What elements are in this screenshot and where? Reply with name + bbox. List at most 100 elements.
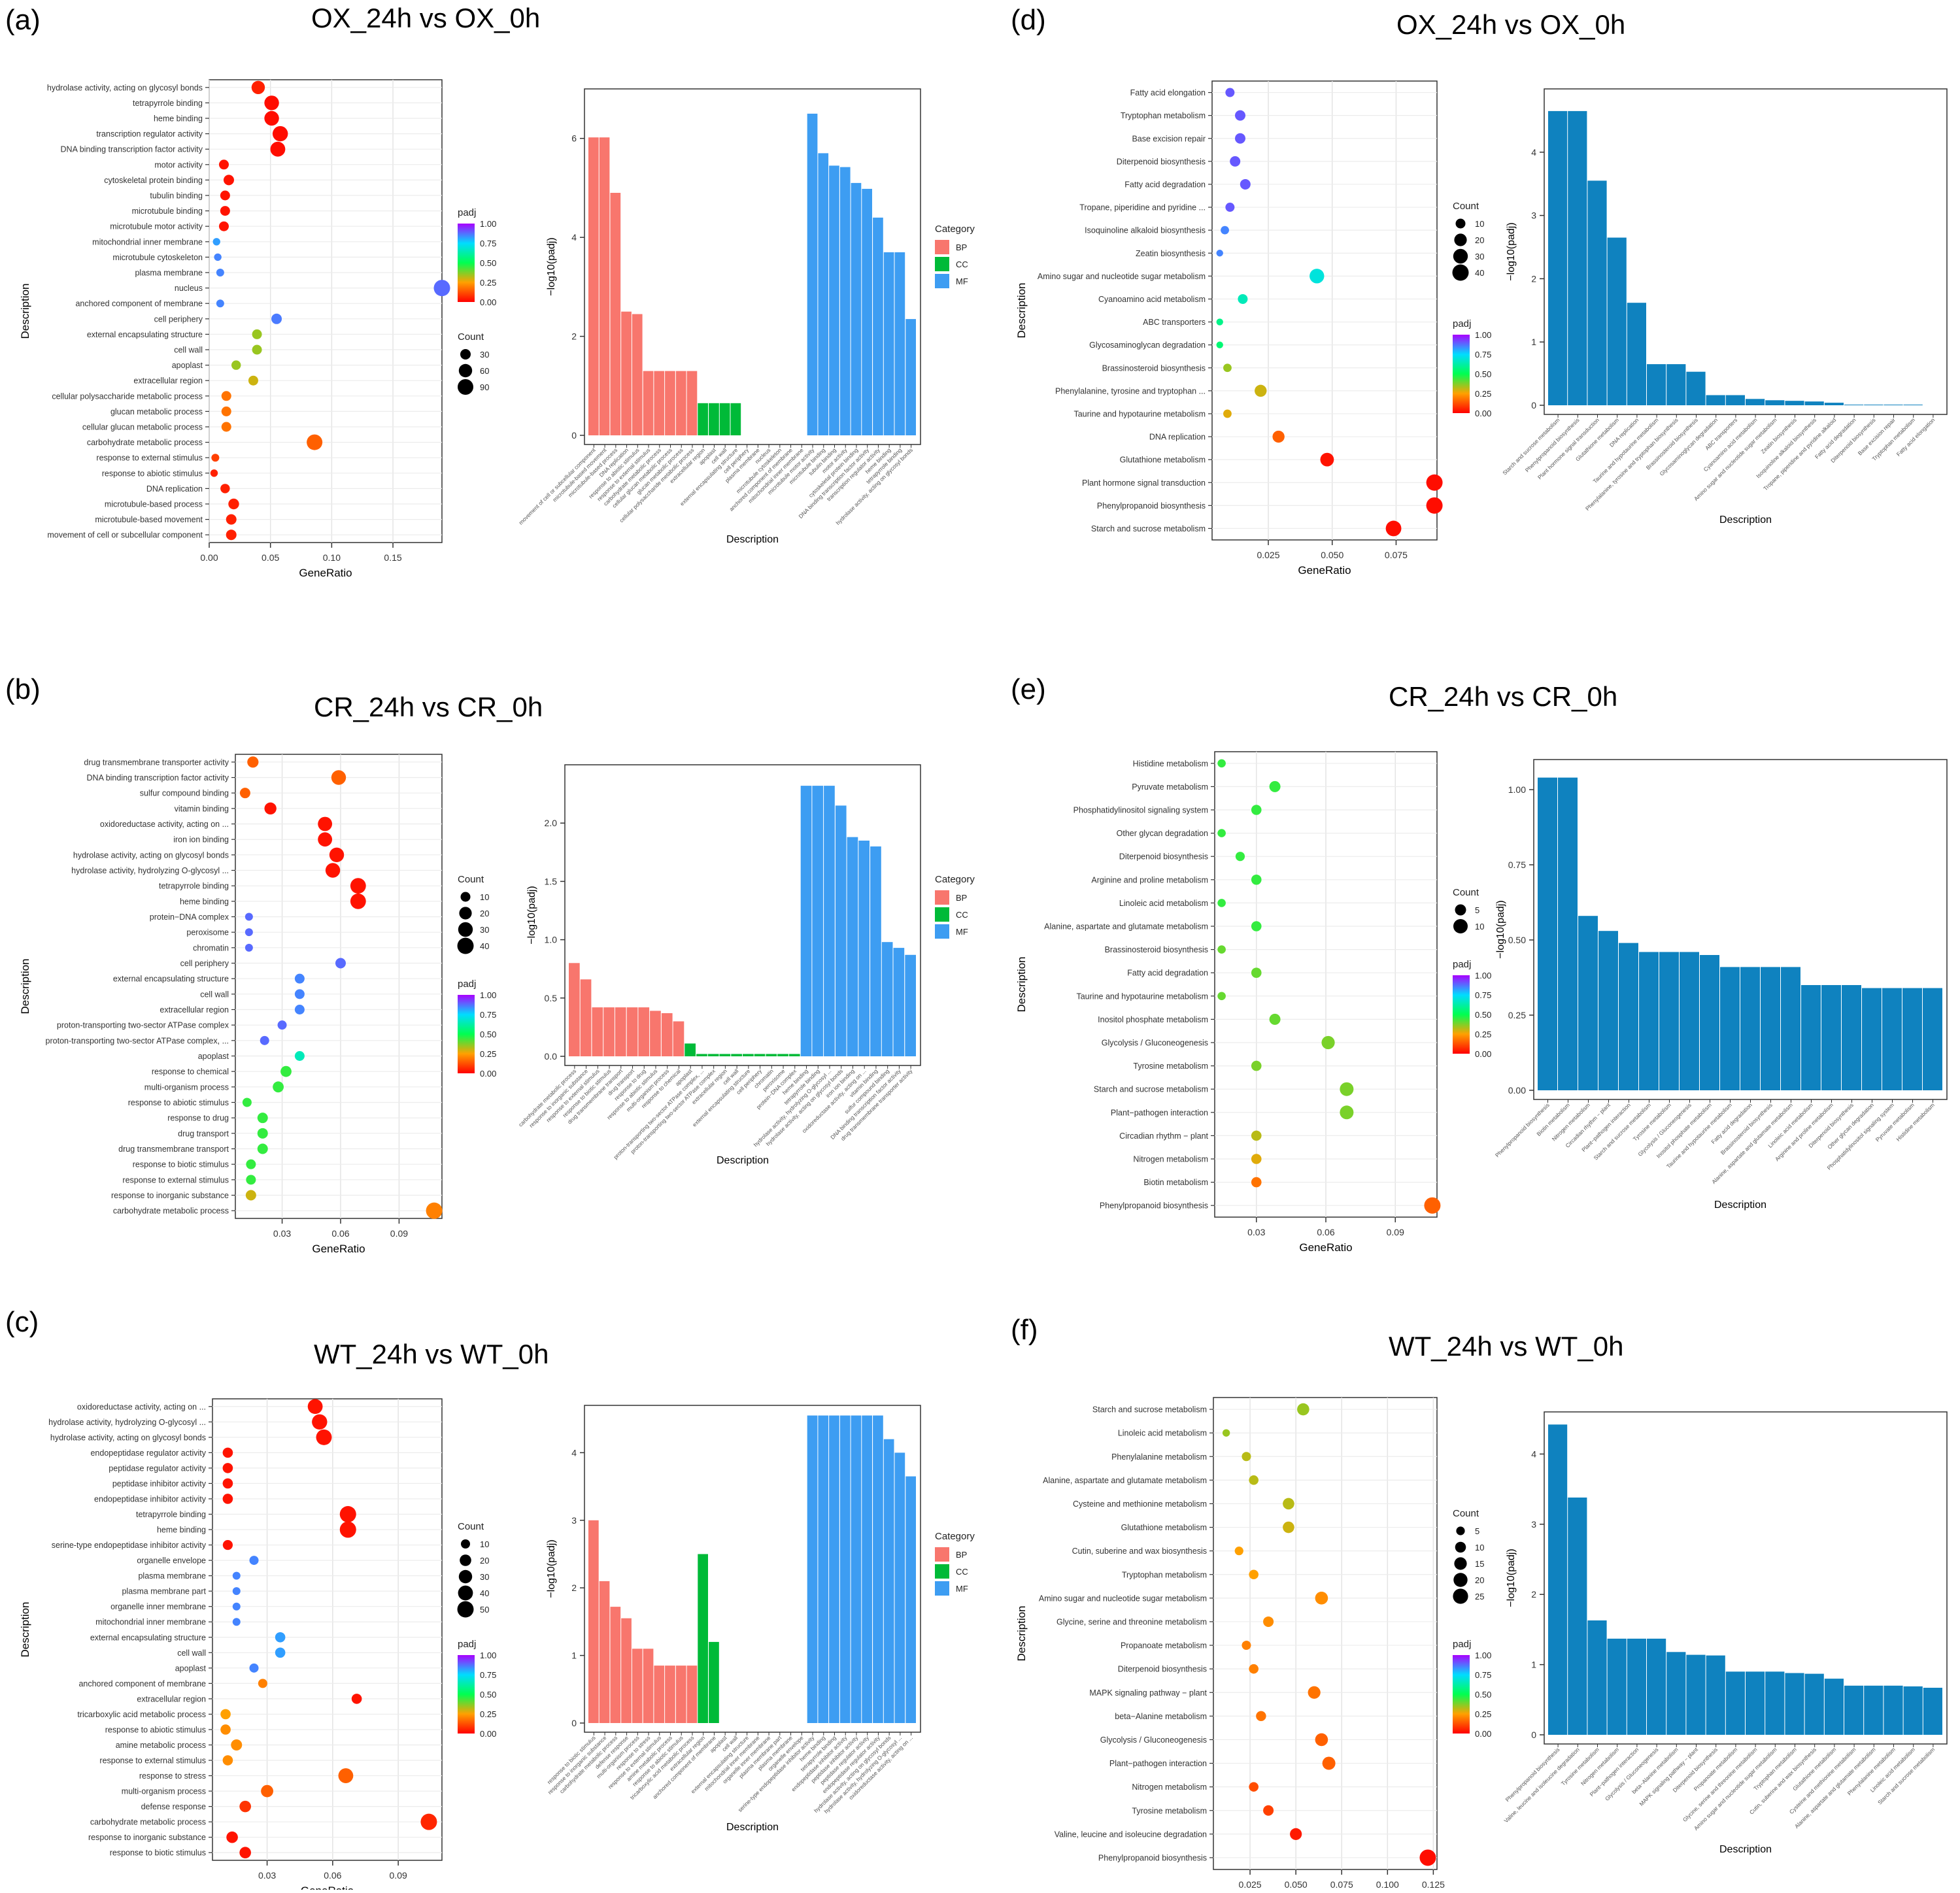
panel-title-e: CR_24h vs CR_0h: [1389, 681, 1618, 712]
e-dot-term-label: Nitrogen metabolism: [1133, 1155, 1208, 1164]
d-dot-point: [1223, 363, 1232, 373]
a-dot-padj-legend-title: padj: [458, 207, 476, 218]
f-dot-term-label: beta−Alanine metabolism: [1115, 1712, 1207, 1721]
f-dot-count-legend-dot: [1455, 1541, 1466, 1553]
d-dot-padj-legend-label: 0.00: [1475, 409, 1491, 418]
a-bar-bar-mark: [610, 193, 621, 435]
c-dot-point: [220, 1709, 231, 1720]
a-bar-bar-mark: [599, 137, 610, 435]
d-bar-bar-mark: [1647, 364, 1666, 405]
c-bar-category-legend-swatch: [935, 1547, 949, 1562]
c-bar-category-legend-label: CC: [956, 1567, 968, 1577]
a-dot-term-label: cell periphery: [154, 314, 203, 324]
b-bar-bar-mark: [719, 1054, 731, 1056]
b-bar-bar-mark: [603, 1007, 615, 1056]
e-dot-term-label: Arginine and proline metabolism: [1091, 875, 1208, 884]
b-bar-category-legend-title: Category: [935, 874, 975, 885]
a-bar-category-legend-swatch: [935, 240, 949, 254]
b-dot-term-label: drug transmembrane transport: [118, 1145, 229, 1154]
d-bar-bar-mark: [1627, 303, 1646, 405]
e-bar-bar-mark: [1801, 985, 1821, 1090]
b-bar-category-legend-label: MF: [956, 927, 968, 937]
a-dot-point: [221, 422, 231, 432]
c-dot-term-label: heme binding: [157, 1526, 206, 1535]
panel-title-a: OX_24h vs OX_0h: [311, 3, 541, 33]
c-bar-bar-mark: [851, 1415, 862, 1723]
d-dot-term-label: Fatty acid degradation: [1124, 180, 1206, 189]
panel-label-a: (a): [5, 4, 41, 36]
a-dot-point: [307, 434, 323, 450]
a-dot-count-legend-dot: [458, 363, 473, 378]
a-bar-bar-mark: [829, 165, 839, 435]
c-dot-point: [239, 1847, 251, 1859]
b-dot-point: [280, 1065, 292, 1077]
f-dot-term-label: Tryptophan metabolism: [1122, 1570, 1207, 1579]
f-dot-point: [1315, 1592, 1328, 1605]
a-dot-count-legend-dot: [458, 379, 473, 395]
a-dot-count-legend-label: 60: [480, 366, 489, 376]
b-dot-point: [294, 989, 305, 999]
d-bar-category-label: Fatty acid elongation: [1895, 416, 1936, 458]
f-dot-point: [1249, 1782, 1259, 1792]
f-dot-count-legend-dot: [1454, 1557, 1467, 1570]
c-bar-bar-mark: [709, 1641, 719, 1723]
a-dot-point: [264, 110, 279, 126]
d-dot-padj-legend-label: 0.25: [1475, 389, 1491, 399]
b-bar-category-legend-label: BP: [956, 893, 967, 903]
e-dot-term-label: Circadian rhythm − plant: [1119, 1131, 1208, 1141]
a-dot-ylabel: Description: [19, 283, 31, 339]
c-bar-bar-mark: [654, 1666, 665, 1723]
f-dot-term-label: Plant−pathogen interaction: [1109, 1759, 1207, 1768]
b-bar-bar-mark: [638, 1007, 650, 1056]
a-dot-padj-legend-label: 0.50: [480, 258, 496, 268]
c-bar-bar-mark: [665, 1666, 675, 1723]
b-dot-term-label: response to inorganic substance: [111, 1191, 229, 1200]
f-bar-bar-mark: [1824, 1679, 1844, 1735]
f-bar-bar-mark: [1725, 1671, 1745, 1735]
e-dot-term-label: Plant−pathogen interaction: [1111, 1108, 1208, 1117]
c-dot-padj-legend-label: 0.00: [480, 1729, 496, 1739]
c-dot-point: [239, 1800, 251, 1813]
d-dot-point: [1221, 226, 1229, 235]
e-dot-term-label: Fatty acid degradation: [1127, 969, 1208, 978]
d-dot-term-label: Brassinosteroid biosynthesis: [1102, 363, 1206, 373]
a-dot-point: [251, 80, 265, 94]
b-bar-bar-mark: [788, 1054, 800, 1056]
f-dot-padj-legend-label: 0.00: [1475, 1729, 1491, 1739]
e-bar-bar-mark: [1882, 988, 1902, 1090]
d-dot-term-label: Starch and sucrose metabolism: [1091, 524, 1206, 533]
f-bar-bar-mark: [1587, 1620, 1607, 1735]
a-dot-term-label: microtubule motor activity: [110, 222, 203, 231]
e-bar-ytick-label: 0.50: [1508, 935, 1526, 945]
c-bar-ytick-label: 1: [571, 1650, 577, 1661]
b-dot-xlabel: GeneRatio: [312, 1243, 365, 1255]
e-dot-term-label: Linoleic acid metabolism: [1119, 899, 1208, 908]
c-dot-ylabel: Description: [19, 1601, 31, 1657]
e-dot-xtick-label: 0.06: [1317, 1227, 1334, 1237]
b-dot-point: [245, 1190, 256, 1201]
f-dot-point: [1297, 1403, 1309, 1416]
c-dot-term-label: external encapsulating structure: [90, 1633, 206, 1642]
a-dot-term-label: hydrolase activity, acting on glycosyl b…: [47, 83, 203, 92]
f-bar-ytick-label: 2: [1531, 1589, 1536, 1600]
f-dot-term-label: Amino sugar and nucleotide sugar metabol…: [1039, 1594, 1207, 1603]
b-dot-xtick-label: 0.03: [273, 1228, 291, 1239]
a-bar-bar-mark: [873, 217, 883, 435]
a-dot-term-label: heme binding: [154, 114, 203, 124]
c-dot-point: [338, 1768, 354, 1783]
c-dot-point: [275, 1647, 286, 1658]
c-dot-term-label: organelle envelope: [137, 1556, 206, 1566]
d-dot-point: [1272, 430, 1285, 443]
e-dot-term-label: Brassinosteroid biosynthesis: [1105, 945, 1208, 954]
c-bar-bar-mark: [818, 1415, 829, 1723]
c-bar-bar-mark: [643, 1649, 654, 1723]
f-dot-count-legend-label: 20: [1475, 1575, 1484, 1585]
e-bar-xlabel: Description: [1714, 1199, 1766, 1211]
panel-label-c: (c): [5, 1306, 39, 1338]
e-dot-point: [1251, 1130, 1262, 1141]
d-bar-xlabel: Description: [1719, 514, 1772, 526]
e-dot-term-label: Histidine metabolism: [1133, 759, 1208, 768]
b-dot-padj-legend-label: 0.50: [480, 1030, 496, 1039]
